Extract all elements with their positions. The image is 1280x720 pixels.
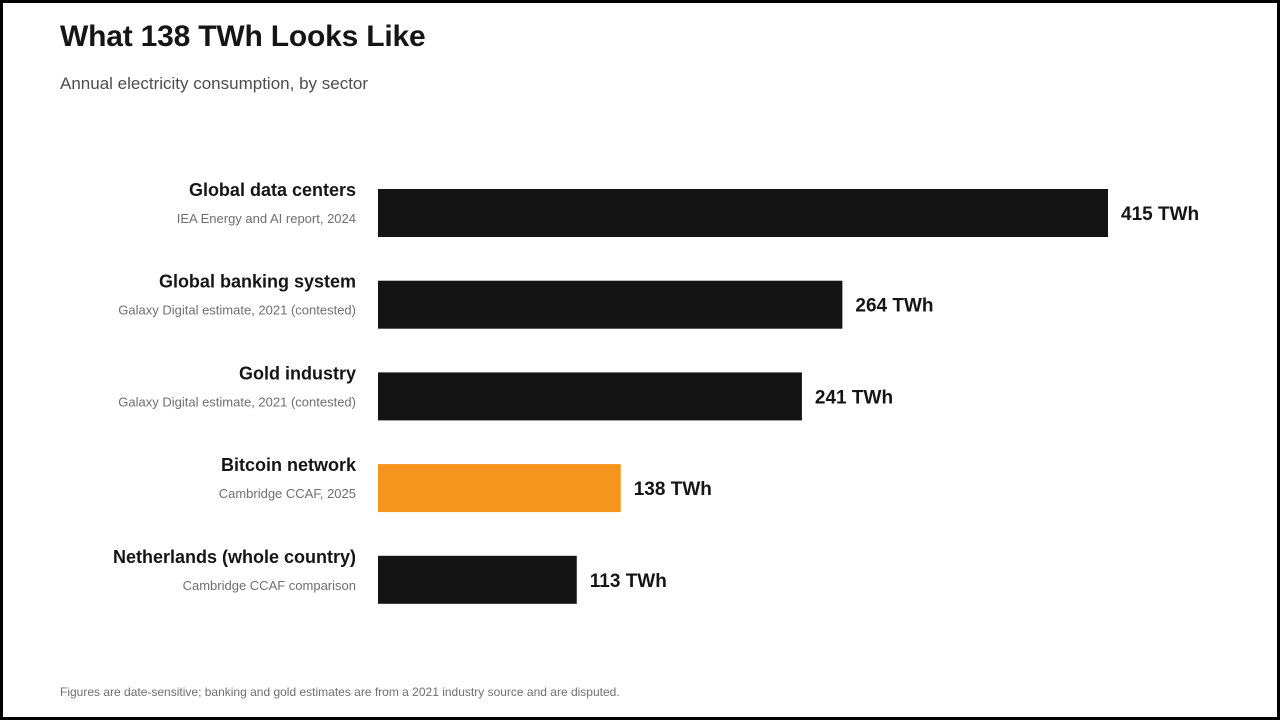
value-label-bitcoin-network: 138 TWh bbox=[634, 479, 712, 500]
chart-subtitle: Annual electricity consumption, by secto… bbox=[60, 74, 369, 93]
chart-title: What 138 TWh Looks Like bbox=[60, 20, 426, 53]
value-label-global-banking-system: 264 TWh bbox=[855, 296, 933, 317]
category-label-gold-industry: Gold industry bbox=[239, 363, 356, 383]
bar-chart: Global data centers IEA Energy and AI rep… bbox=[113, 180, 1199, 604]
category-label-global-data-centers: Global data centers bbox=[189, 180, 356, 200]
source-label-gold-industry: Galaxy Digital estimate, 2021 (contested… bbox=[118, 394, 356, 409]
bar-row-gold-industry: Gold industry Galaxy Digital estimate, 20… bbox=[118, 363, 893, 421]
category-label-global-banking-system: Global banking system bbox=[159, 272, 356, 292]
bar-netherlands-whole-country bbox=[378, 555, 577, 604]
source-label-global-data-centers: IEA Energy and AI report, 2024 bbox=[177, 211, 356, 226]
source-label-netherlands-whole-country: Cambridge CCAF comparison bbox=[183, 578, 356, 593]
source-label-bitcoin-network: Cambridge CCAF, 2025 bbox=[219, 486, 356, 501]
bar-row-bitcoin-network: Bitcoin network Cambridge CCAF, 2025 138 T… bbox=[219, 455, 712, 513]
bar-row-netherlands-whole-country: Netherlands (whole country) Cambridge CCA… bbox=[113, 547, 667, 604]
value-label-netherlands-whole-country: 113 TWh bbox=[590, 571, 667, 592]
bar-row-global-data-centers: Global data centers IEA Energy and AI rep… bbox=[177, 180, 1199, 237]
category-label-bitcoin-network: Bitcoin network bbox=[221, 455, 357, 475]
source-label-global-banking-system: Galaxy Digital estimate, 2021 (contested… bbox=[118, 303, 356, 318]
bar-bitcoin-network bbox=[378, 464, 621, 513]
bar-global-banking-system bbox=[378, 280, 843, 329]
bar-global-data-centers bbox=[378, 189, 1108, 237]
category-label-netherlands-whole-country: Netherlands (whole country) bbox=[113, 547, 356, 567]
bar-gold-industry bbox=[378, 372, 802, 421]
value-label-global-data-centers: 415 TWh bbox=[1121, 204, 1199, 225]
value-label-gold-industry: 241 TWh bbox=[815, 387, 893, 408]
footnote: Figures are date-sensitive; banking and … bbox=[60, 685, 620, 699]
bar-row-global-banking-system: Global banking system Galaxy Digital esti… bbox=[118, 272, 934, 329]
